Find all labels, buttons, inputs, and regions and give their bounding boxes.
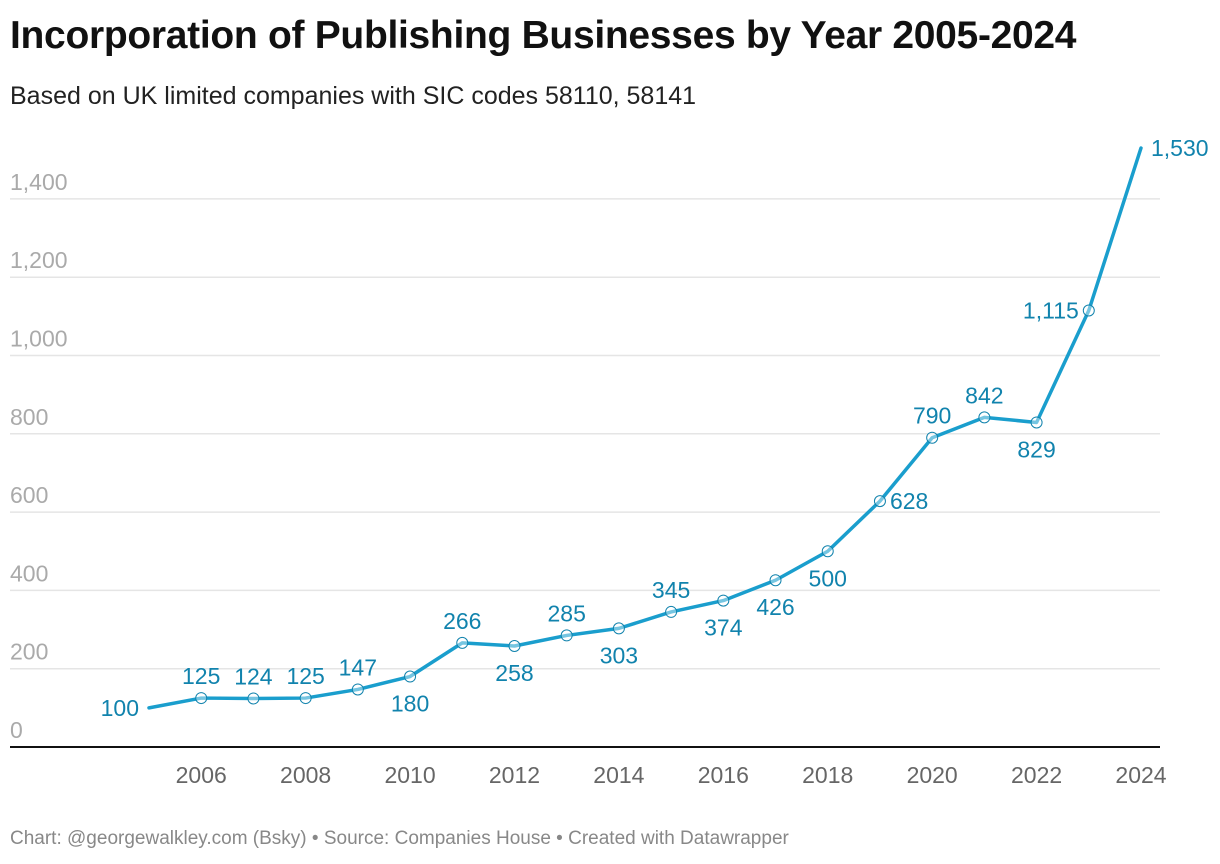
chart-footer: Chart: @georgewalkley.com (Bsky) • Sourc… [10, 828, 789, 849]
data-label: 100 [101, 695, 139, 721]
y-tick-label: 1,000 [10, 326, 68, 352]
data-point-marker [821, 545, 834, 558]
data-label: 125 [182, 663, 220, 689]
chart-subtitle: Based on UK limited companies with SIC c… [10, 82, 697, 110]
x-tick-label: 2022 [1011, 762, 1062, 788]
data-label: 628 [890, 488, 928, 514]
data-point-marker [717, 594, 730, 607]
data-point-marker [978, 411, 991, 424]
data-label: 790 [913, 403, 951, 429]
y-tick-label: 200 [10, 639, 48, 665]
data-label: 374 [704, 615, 743, 641]
data-label: 266 [443, 608, 481, 634]
data-point-marker [560, 629, 573, 642]
y-tick-label: 600 [10, 482, 48, 508]
x-tick-label: 2016 [698, 762, 749, 788]
data-label: 180 [391, 691, 429, 717]
data-point-marker [1082, 304, 1095, 317]
data-point-marker [456, 636, 469, 649]
data-point-marker [299, 692, 312, 705]
chart-title: Incorporation of Publishing Businesses b… [10, 14, 1077, 57]
data-point-marker [926, 431, 939, 444]
x-tick-label: 2024 [1115, 762, 1166, 788]
data-label: 285 [547, 600, 585, 626]
data-label: 1,115 [1023, 297, 1079, 323]
x-tick-label: 2012 [489, 762, 540, 788]
data-point-marker [1030, 416, 1043, 429]
y-tick-label: 800 [10, 404, 48, 430]
data-point-marker [508, 639, 521, 652]
data-point-marker [612, 622, 625, 635]
data-label: 345 [652, 577, 690, 603]
x-tick-label: 2010 [384, 762, 435, 788]
data-label: 500 [809, 565, 847, 591]
y-tick-label: 1,400 [10, 169, 68, 195]
data-label: 303 [600, 642, 638, 668]
data-point-marker [404, 670, 417, 683]
data-point-marker [769, 574, 782, 587]
y-tick-label: 1,200 [10, 247, 68, 273]
series-line [147, 146, 1143, 710]
data-label: 125 [286, 663, 324, 689]
x-tick-label: 2014 [593, 762, 644, 788]
data-point-marker [195, 692, 208, 705]
data-label: 258 [495, 660, 533, 686]
x-tick-label: 2006 [176, 762, 227, 788]
data-point-marker [351, 683, 364, 696]
data-point-marker [873, 495, 886, 508]
data-label: 147 [339, 654, 377, 680]
data-label: 1,530 [1151, 135, 1209, 161]
data-label: 426 [756, 594, 794, 620]
data-label: 124 [234, 663, 273, 689]
x-tick-label: 2018 [802, 762, 853, 788]
data-label: 842 [965, 382, 1003, 408]
x-tick-label: 2008 [280, 762, 331, 788]
x-tick-label: 2020 [907, 762, 958, 788]
data-point-marker [247, 692, 260, 705]
y-tick-label: 400 [10, 560, 48, 586]
y-tick-label: 0 [10, 717, 23, 743]
data-point-marker [665, 605, 678, 618]
data-label: 829 [1017, 436, 1055, 462]
